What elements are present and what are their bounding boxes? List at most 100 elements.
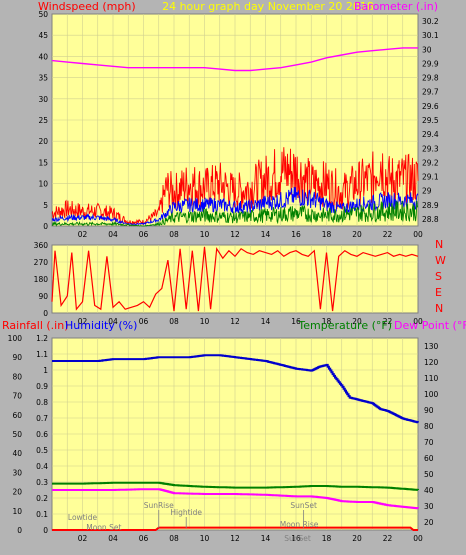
rain-y-tick: 1.2 [36, 334, 48, 343]
series-rainfall [52, 526, 418, 531]
wind-x-tick: 00 [413, 230, 423, 239]
series-humidity [52, 354, 419, 424]
wind-y-tick: 10 [38, 180, 48, 189]
humidity-y-tick: 70 [12, 392, 22, 401]
humidity-y-tick: 90 [12, 353, 22, 362]
barometer-y-tick: 29.9 [422, 59, 439, 68]
temperature-y-tick: 60 [424, 454, 434, 463]
climate-x-tick: 08 [169, 534, 179, 543]
humidity-y-tick: 10 [12, 507, 22, 516]
temperature-y-tick: 100 [424, 390, 439, 399]
wind-x-tick: 14 [261, 230, 271, 239]
climate-x-tick: 06 [139, 534, 149, 543]
rain-y-tick: 0.9 [36, 382, 48, 391]
wind-y-tick: 50 [38, 10, 48, 19]
event-label: Moon Set [86, 523, 121, 532]
direction-x-tick: 08 [169, 317, 179, 326]
wind-x-tick: 20 [352, 230, 362, 239]
climate-x-tick: 18 [322, 534, 332, 543]
wind-x-tick: 02 [78, 230, 88, 239]
direction-x-tick: 16 [291, 317, 301, 326]
direction-x-tick: 14 [261, 317, 271, 326]
barometer-y-tick: 29.4 [422, 130, 439, 139]
climate-x-tick: 14 [261, 534, 271, 543]
temperature-y-tick: 70 [424, 438, 434, 447]
barometer-y-tick: 30 [422, 45, 432, 54]
direction-y-tick: 180 [34, 275, 49, 284]
direction-x-tick: 06 [139, 317, 149, 326]
compass-e: E [435, 286, 442, 299]
temperature-y-tick: 90 [424, 406, 434, 415]
humidity-y-tick: 30 [12, 468, 22, 477]
climate-x-tick: 00 [413, 534, 423, 543]
compass-w: W [435, 254, 446, 267]
climate-x-tick: 16 [291, 534, 301, 543]
rain-y-tick: 0.1 [36, 510, 48, 519]
windspeed-label: Windspeed (mph) [38, 0, 136, 13]
rain-y-tick: 0.7 [36, 414, 48, 423]
barometer-y-tick: 29.8 [422, 74, 439, 83]
humidity-y-tick: 40 [12, 449, 22, 458]
rain-y-tick: 0.4 [36, 462, 48, 471]
wind-x-tick: 22 [383, 230, 393, 239]
wind-x-tick: 08 [169, 230, 179, 239]
temperature-y-tick: 130 [424, 342, 439, 351]
event-label: SunRise [144, 501, 174, 510]
compass-s: S [435, 270, 442, 283]
wind-y-tick: 15 [38, 158, 48, 167]
rain-y-tick: 1.1 [36, 350, 48, 359]
graph-title: 24 hour graph day November 20 2018 [162, 0, 374, 13]
direction-x-tick: 00 [413, 317, 423, 326]
series-direction [51, 246, 419, 312]
series-low [51, 200, 419, 227]
humidity-y-tick: 100 [8, 334, 23, 343]
temperature-y-tick: 50 [424, 470, 434, 479]
rain-y-tick: 0.2 [36, 494, 48, 503]
wind-y-tick: 25 [38, 116, 48, 125]
humidity-y-tick: 50 [12, 430, 22, 439]
event-label: Hightide [170, 508, 202, 517]
direction-y-tick: 90 [38, 292, 48, 301]
direction-x-tick: 18 [322, 317, 332, 326]
rain-y-tick: 0.3 [36, 478, 48, 487]
temperature-y-tick: 20 [424, 518, 434, 527]
rainfall-label: Rainfall (.in) [2, 319, 69, 332]
wind-y-tick: 35 [38, 74, 48, 83]
direction-x-tick: 10 [200, 317, 210, 326]
wind-y-tick: 45 [38, 31, 48, 40]
humidity-label: Humidity (%) [65, 319, 137, 332]
barometer-y-tick: 30.2 [422, 17, 439, 26]
temperature-y-tick: 120 [424, 358, 439, 367]
rain-y-tick: 0.6 [36, 430, 48, 439]
direction-y-tick: 270 [34, 258, 49, 267]
humidity-temperature-panel: 02 04 06 08 10 12 14 16 18 20 22 000102030405060708… [8, 334, 439, 543]
direction-y-tick: 0 [43, 309, 48, 318]
barometer-y-tick: 29.1 [422, 173, 439, 182]
barometer-y-tick: 28.8 [422, 215, 439, 224]
series-gust [51, 147, 419, 226]
direction-x-tick: 12 [230, 317, 240, 326]
rain-y-tick: 0.8 [36, 398, 48, 407]
climate-x-tick: 12 [230, 534, 240, 543]
humidity-y-tick: 60 [12, 411, 22, 420]
climate-x-tick: 22 [383, 534, 393, 543]
barometer-y-tick: 30.1 [422, 31, 439, 40]
wind-barometer-panel: 02 04 06 08 10 12 14 16 18 20 22 000510152025303540… [38, 10, 438, 239]
series-barometer [51, 47, 418, 72]
climate-x-tick: 02 [78, 534, 88, 543]
temperature-y-tick: 110 [424, 374, 439, 383]
barometer-y-tick: 29.2 [422, 158, 439, 167]
compass-n-bottom: N [435, 302, 443, 315]
rain-y-tick: 0.5 [36, 446, 48, 455]
direction-y-tick: 360 [34, 241, 49, 250]
barometer-y-tick: 29.7 [422, 88, 439, 97]
wind-x-tick: 04 [108, 230, 118, 239]
wind-y-tick: 5 [43, 201, 48, 210]
climate-x-tick: 20 [352, 534, 362, 543]
event-label: Moon Rise [280, 520, 319, 529]
event-label: SunSet [290, 501, 317, 510]
rain-y-tick: 1 [43, 366, 48, 375]
wind-x-tick: 18 [322, 230, 332, 239]
event-label: Lowtide [68, 513, 98, 522]
